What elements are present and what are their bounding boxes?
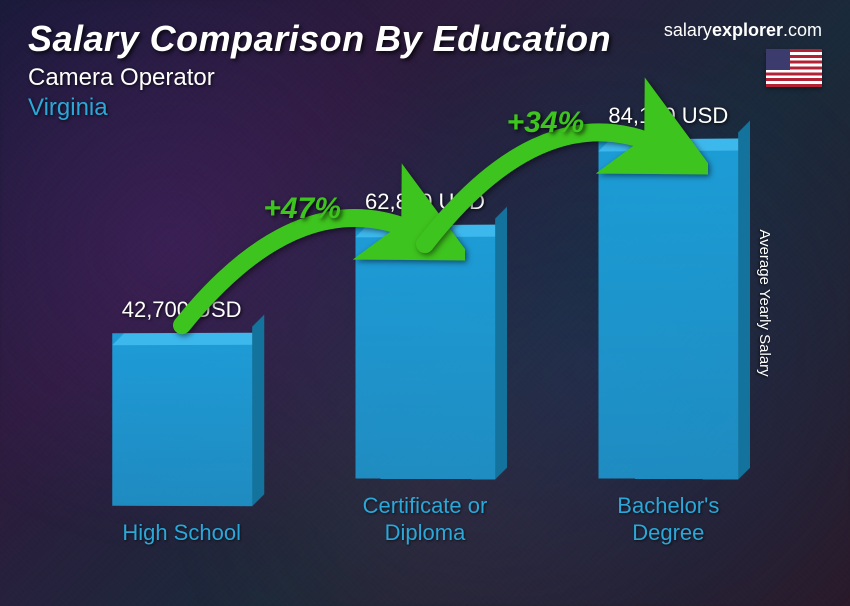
flag-canton xyxy=(766,49,790,70)
job-title: Camera Operator xyxy=(28,64,611,92)
brand-suffix: .com xyxy=(783,20,822,40)
brand-prefix: salary xyxy=(664,20,712,40)
bar-label: Bachelor's Degree xyxy=(617,493,719,546)
bar-label: High School xyxy=(122,520,241,546)
header: Salary Comparison By Education Camera Op… xyxy=(28,18,611,122)
bar-label: Certificate or Diploma xyxy=(363,493,488,546)
location: Virginia xyxy=(28,94,611,122)
flag-icon xyxy=(766,49,822,87)
brand-name: salaryexplorer.com xyxy=(664,20,822,41)
brand: salaryexplorer.com xyxy=(664,20,822,87)
bar xyxy=(112,333,252,506)
bar-side-face xyxy=(738,121,750,480)
chart-title: Salary Comparison By Education xyxy=(28,18,611,60)
percent-increase-label: +47% xyxy=(263,192,341,226)
brand-highlight: explorer xyxy=(712,20,783,40)
